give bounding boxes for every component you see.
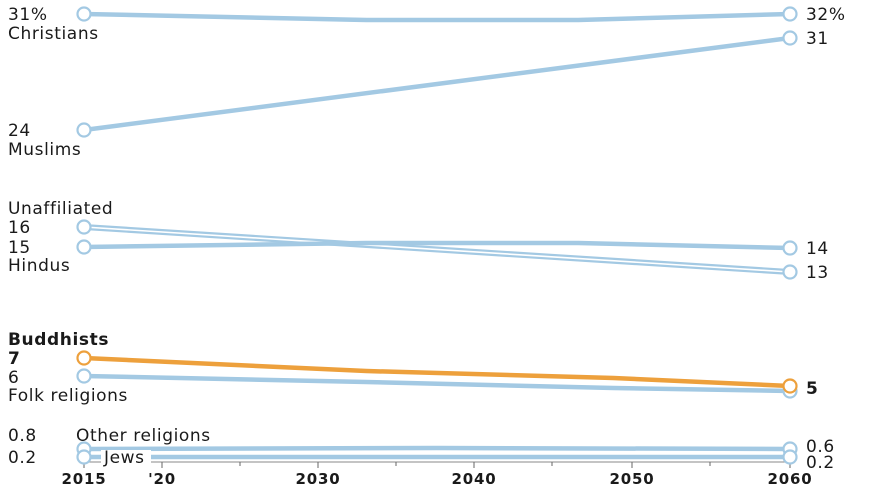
- muslims-end-marker: [782, 30, 798, 46]
- hindus-name-label: Hindus: [8, 256, 70, 276]
- other-religions-line: [81, 445, 793, 452]
- unaffiliated-name-label: Unaffiliated: [8, 199, 113, 219]
- christians-end-value: 32%: [806, 5, 846, 25]
- christians-start-marker: [76, 6, 92, 22]
- muslims-end-value: 31: [806, 29, 829, 49]
- hindus-end-value: 14: [806, 239, 829, 259]
- jews-end-marker: [782, 449, 798, 465]
- folk-religions-start-value: 6: [8, 368, 19, 388]
- hindus-start-marker: [76, 239, 92, 255]
- series-lines: [76, 6, 798, 465]
- jews-start-marker: [76, 449, 92, 465]
- folk-religions-start-marker: [76, 368, 92, 384]
- folk-religions-line: [81, 373, 793, 394]
- jews-start-value: 0.2: [8, 448, 37, 468]
- christians-line: [81, 11, 793, 23]
- unaffiliated-end-marker: [782, 264, 798, 280]
- x-tick-label: 2050: [610, 470, 655, 488]
- jews-label-background: [101, 450, 151, 465]
- unaffiliated-end-value: 13: [806, 263, 829, 283]
- x-tick-label: 2060: [768, 470, 813, 488]
- hindus-line: [81, 240, 793, 251]
- muslims-line: [81, 35, 793, 133]
- buddhists-end-value: 5: [806, 379, 818, 399]
- unaffiliated-start-value: 16: [8, 218, 31, 238]
- muslims-start-value: 24: [8, 121, 31, 141]
- unaffiliated-start-marker: [76, 219, 92, 235]
- x-tick-label: 2015: [62, 470, 107, 488]
- other-religions-end-value: 0.6: [806, 437, 835, 457]
- other-religions-name-label: Other religions: [76, 426, 211, 446]
- x-tick-label: 2030: [296, 470, 341, 488]
- buddhists-line: [81, 355, 793, 389]
- folk-religions-name-label: Folk religions: [8, 386, 128, 406]
- hindus-start-value: 15: [8, 238, 31, 258]
- jews-end-value: 0.2: [806, 453, 835, 473]
- jews-name-label: Jews: [103, 448, 145, 468]
- buddhists-end-marker: [782, 378, 798, 394]
- muslims-start-marker: [76, 122, 92, 138]
- christians-end-marker: [782, 6, 798, 22]
- buddhists-start-marker: [76, 350, 92, 366]
- other-religions-start-value: 0.8: [8, 426, 37, 446]
- buddhists-start-value: 7: [8, 349, 20, 369]
- x-tick-label: '20: [148, 470, 176, 488]
- christians-start-value: 31%: [8, 5, 48, 25]
- christians-name-label: Christians: [8, 24, 99, 44]
- muslims-name-label: Muslims: [8, 140, 81, 160]
- hindus-end-marker: [782, 240, 798, 256]
- x-tick-label: 2040: [452, 470, 497, 488]
- x-axis: 2015 '20 2030 2040 2050 2060: [62, 461, 813, 488]
- unaffiliated-line-inner: [83, 226, 791, 273]
- buddhists-name-label: Buddhists: [8, 330, 109, 350]
